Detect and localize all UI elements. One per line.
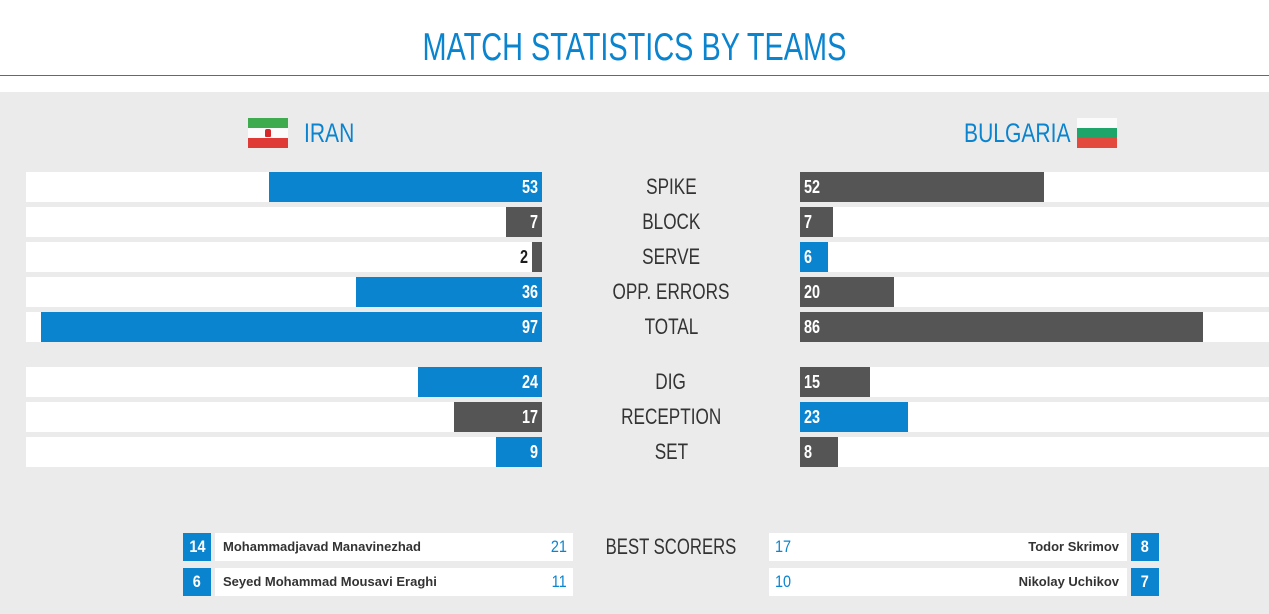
stat-label: RECEPTION bbox=[620, 404, 722, 429]
scorer-row-bulgaria-2[interactable]: 7 10 Nikolay Uchikov bbox=[769, 568, 1159, 596]
iran-stat-value: 36 bbox=[521, 282, 538, 302]
scorer-box: 10 Nikolay Uchikov bbox=[769, 568, 1127, 596]
iran-stat-value: 2 bbox=[519, 247, 528, 267]
jersey-number: 8 bbox=[1131, 533, 1159, 561]
scorer-row-iran-1[interactable]: 14 Mohammadjavad Manavinezhad 21 bbox=[183, 533, 573, 561]
title-divider bbox=[0, 75, 1269, 76]
iran-stat-bar bbox=[454, 402, 542, 432]
stat-row-spike: 53 SPIKE 52 bbox=[0, 172, 1269, 202]
iran-stat-bar bbox=[506, 207, 542, 237]
iran-bar-track: 36 bbox=[26, 277, 542, 307]
player-points: 21 bbox=[550, 537, 567, 556]
team-name-iran: IRAN bbox=[304, 118, 355, 148]
iran-stat-bar bbox=[269, 172, 542, 202]
player-name: Mohammadjavad Manavinezhad bbox=[223, 539, 421, 554]
stat-row-dig: 24 DIG 15 bbox=[0, 367, 1269, 397]
jersey-number: 14 bbox=[183, 533, 211, 561]
iran-bar-track: 7 bbox=[26, 207, 542, 237]
page-title: MATCH STATISTICS BY TEAMS bbox=[0, 26, 1269, 70]
bulgaria-stat-bar bbox=[800, 367, 870, 397]
stat-label: SET bbox=[654, 439, 688, 464]
bulgaria-stat-value: 20 bbox=[804, 282, 821, 302]
stat-row-total: 97 TOTAL 86 bbox=[0, 312, 1269, 342]
bulgaria-bar-track: 86 bbox=[800, 312, 1269, 342]
bulgaria-bar-track: 23 bbox=[800, 402, 1269, 432]
bulgaria-stat-value: 8 bbox=[804, 442, 813, 462]
scorer-box: Mohammadjavad Manavinezhad 21 bbox=[215, 533, 573, 561]
bulgaria-stat-value: 6 bbox=[804, 247, 813, 267]
iran-stat-value: 53 bbox=[521, 177, 538, 197]
iran-stat-value: 7 bbox=[529, 212, 538, 232]
bulgaria-stat-value: 15 bbox=[804, 372, 821, 392]
scorer-box: 17 Todor Skrimov bbox=[769, 533, 1127, 561]
iran-flag-icon bbox=[248, 118, 288, 148]
iran-stat-bar bbox=[418, 367, 542, 397]
iran-stat-value: 97 bbox=[521, 317, 538, 337]
bulgaria-bar-track: 52 bbox=[800, 172, 1269, 202]
stat-label: SERVE bbox=[642, 244, 700, 269]
bulgaria-stat-value: 23 bbox=[804, 407, 821, 427]
scorer-box: Seyed Mohammad Mousavi Eraghi 11 bbox=[215, 568, 573, 596]
iran-stat-bar bbox=[41, 312, 542, 342]
iran-bar-track: 53 bbox=[26, 172, 542, 202]
bulgaria-stat-bar bbox=[800, 172, 1044, 202]
player-name: Todor Skrimov bbox=[1028, 539, 1119, 554]
stat-row-reception: 17 RECEPTION 23 bbox=[0, 402, 1269, 432]
bulgaria-bar-track: 6 bbox=[800, 242, 1269, 272]
team-name-bulgaria: BULGARIA bbox=[964, 118, 1071, 148]
best-scorers-label: BEST SCORERS bbox=[605, 534, 737, 559]
jersey-number: 6 bbox=[183, 568, 211, 596]
iran-bar-track: 2 bbox=[26, 242, 542, 272]
stat-label: TOTAL bbox=[644, 314, 698, 339]
stat-row-opp-errors: 36 OPP. ERRORS 20 bbox=[0, 277, 1269, 307]
iran-stat-value: 24 bbox=[521, 372, 538, 392]
bulgaria-stat-bar bbox=[800, 402, 908, 432]
scorer-row-bulgaria-1[interactable]: 8 17 Todor Skrimov bbox=[769, 533, 1159, 561]
bulgaria-bar-track: 7 bbox=[800, 207, 1269, 237]
team-header-iran: IRAN bbox=[248, 116, 369, 150]
bulgaria-bar-track: 20 bbox=[800, 277, 1269, 307]
jersey-number: 7 bbox=[1131, 568, 1159, 596]
stat-label: BLOCK bbox=[641, 209, 701, 234]
scorer-row-iran-2[interactable]: 6 Seyed Mohammad Mousavi Eraghi 11 bbox=[183, 568, 573, 596]
iran-bar-track: 24 bbox=[26, 367, 542, 397]
player-name: Nikolay Uchikov bbox=[1018, 574, 1119, 589]
player-points: 17 bbox=[775, 537, 792, 556]
bulgaria-bar-track: 8 bbox=[800, 437, 1269, 467]
player-points: 11 bbox=[551, 572, 567, 591]
bulgaria-flag-icon bbox=[1077, 118, 1117, 148]
iran-stat-value: 17 bbox=[521, 407, 538, 427]
bulgaria-stat-value: 86 bbox=[804, 317, 821, 337]
iran-bar-track: 17 bbox=[26, 402, 542, 432]
stat-label: DIG bbox=[655, 369, 687, 394]
iran-stat-bar bbox=[496, 437, 542, 467]
bulgaria-stat-value: 7 bbox=[804, 212, 813, 232]
bulgaria-stat-bar bbox=[800, 207, 833, 237]
iran-stat-value: 9 bbox=[529, 442, 538, 462]
iran-stat-bar bbox=[356, 277, 542, 307]
stat-label: OPP. ERRORS bbox=[612, 279, 730, 304]
player-points: 10 bbox=[775, 572, 792, 591]
stat-row-set: 9 SET 8 bbox=[0, 437, 1269, 467]
stat-row-block: 7 BLOCK 7 bbox=[0, 207, 1269, 237]
iran-bar-track: 97 bbox=[26, 312, 542, 342]
player-name: Seyed Mohammad Mousavi Eraghi bbox=[223, 574, 437, 589]
bulgaria-stat-bar bbox=[800, 242, 828, 272]
bulgaria-bar-track: 15 bbox=[800, 367, 1269, 397]
bulgaria-stat-value: 52 bbox=[804, 177, 821, 197]
stat-label: SPIKE bbox=[645, 174, 697, 199]
bulgaria-stat-bar bbox=[800, 277, 894, 307]
iran-stat-bar bbox=[532, 242, 542, 272]
iran-bar-track: 9 bbox=[26, 437, 542, 467]
bulgaria-stat-bar bbox=[800, 312, 1203, 342]
bulgaria-stat-bar bbox=[800, 437, 838, 467]
page-title-text: MATCH STATISTICS BY TEAMS bbox=[422, 26, 847, 69]
team-header-bulgaria: BULGARIA bbox=[934, 116, 1117, 150]
stat-row-serve: 2 SERVE 6 bbox=[0, 242, 1269, 272]
